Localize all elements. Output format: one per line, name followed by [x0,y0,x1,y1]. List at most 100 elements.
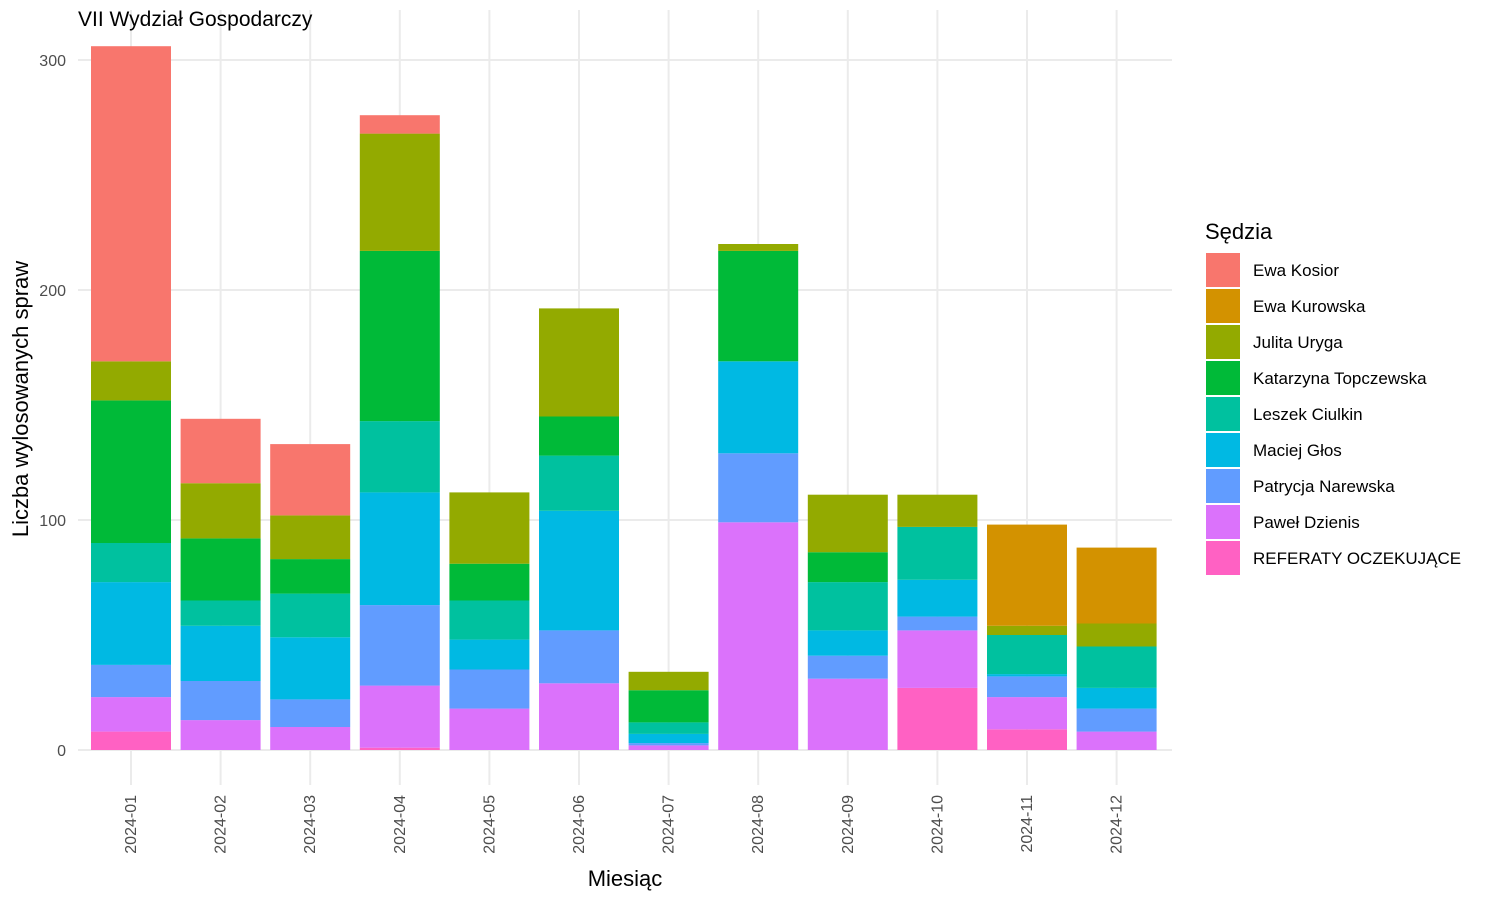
bar-segment-maciej-glos [449,639,530,670]
bar-segment-pawel-dzienis [539,683,619,750]
bar-segment-leszek-ciulkin [539,455,619,511]
bar-segment-julita-uryga [359,133,440,251]
bar-segment-maciej-glos [987,674,1067,677]
bar-segment-julita-uryga [987,625,1067,635]
bar-segment-leszek-ciulkin [628,722,709,734]
legend-key-leszek-ciulkin [1206,397,1240,431]
bar-segment-patrycja-narewska [270,699,351,727]
bar-segment-maciej-glos [897,579,978,617]
bar-segment-pawel-dzienis [449,708,530,750]
bar-segment-referaty-oczekujace [987,729,1067,750]
legend-key-katarzyna-topczewska [1206,361,1240,395]
bar-segment-julita-uryga [539,308,619,417]
bar-segment-leszek-ciulkin [897,526,978,580]
bar-segment-katarzyna-topczewska [539,416,619,456]
bar-segment-referaty-oczekujace [359,747,440,750]
legend-label: Paweł Dzienis [1253,513,1360,532]
y-tick-label: 0 [57,743,66,760]
x-axis-ticks: 2024-01 2024-02 2024-03 2024-04 2024-05 2024-… [123,795,1126,854]
bar-segment-katarzyna-topczewska [270,559,351,594]
bar-segment-katarzyna-topczewska [449,563,530,601]
bar-segment-julita-uryga [180,483,261,539]
bar-segment-referaty-oczekujace [897,687,978,750]
bar-segment-pawel-dzienis [359,685,440,748]
bars [91,46,1157,750]
bar-segment-pawel-dzienis [807,678,888,750]
bar-segment-leszek-ciulkin [91,543,171,583]
bar-segment-leszek-ciulkin [807,582,888,631]
y-axis-title: Liczba wylosowanych spraw [8,261,33,537]
bar-segment-leszek-ciulkin [180,600,261,626]
legend-key-ewa-kosior [1206,253,1240,287]
bar-segment-leszek-ciulkin [1076,646,1157,688]
bar-segment-katarzyna-topczewska [718,250,799,362]
y-tick-label: 200 [39,283,66,300]
bar-segment-katarzyna-topczewska [807,552,888,583]
bar-segment-leszek-ciulkin [987,635,1067,675]
legend: Sędzia Ewa Kosior Ewa Kurowska Julita Uryg… [1205,219,1461,575]
legend-key-julita-uryga [1206,325,1240,359]
bar-segment-maciej-glos [270,637,351,700]
bar-segment-ewa-kosior [91,46,171,362]
bar-segment-ewa-kosior [180,418,261,484]
y-axis-ticks: 0 100 200 300 [39,53,66,760]
bar-segment-patrycja-narewska [628,743,709,746]
bar-segment-katarzyna-topczewska [359,250,440,422]
bar-segment-maciej-glos [359,492,440,606]
bar-segment-julita-uryga [270,515,351,560]
bar-segment-julita-uryga [91,361,171,401]
bar-segment-katarzyna-topczewska [180,538,261,601]
x-tick-label: 2024-08 [750,795,767,854]
bar-segment-patrycja-narewska [539,630,619,684]
bar-segment-referaty-oczekujace [91,731,171,750]
x-tick-label: 2024-09 [840,795,857,854]
legend-label: REFERATY OCZEKUJĄCE [1253,549,1461,568]
bar-segment-patrycja-narewska [897,616,978,631]
bar-segment-patrycja-narewska [807,655,888,679]
x-tick-label: 2024-02 [213,795,230,854]
bar-segment-patrycja-narewska [449,669,530,709]
x-tick-label: 2024-04 [392,795,409,854]
bar-segment-patrycja-narewska [718,453,799,523]
bar-segment-patrycja-narewska [359,605,440,686]
y-tick-label: 300 [39,53,66,70]
legend-label: Katarzyna Topczewska [1253,369,1427,388]
legend-label: Julita Uryga [1253,333,1343,352]
bar-segment-katarzyna-topczewska [91,400,171,543]
bar-segment-pawel-dzienis [628,745,709,750]
legend-label: Maciej Głos [1253,441,1342,460]
x-axis-title: Miesiąc [588,866,663,891]
legend-label: Ewa Kurowska [1253,297,1366,316]
x-tick-label: 2024-03 [302,795,319,854]
bar-segment-maciej-glos [1076,687,1157,709]
legend-key-referaty-oczekujace [1206,541,1240,575]
bar-segment-patrycja-narewska [987,676,1067,698]
bar-segment-ewa-kosior [270,444,351,516]
bar-segment-julita-uryga [449,492,530,564]
bar-segment-ewa-kurowska [987,524,1067,626]
legend-key-patrycja-narewska [1206,469,1240,503]
x-tick-label: 2024-11 [1019,795,1036,853]
bar-segment-patrycja-narewska [180,681,261,721]
legend-label: Leszek Ciulkin [1253,405,1363,424]
bar-segment-ewa-kosior [359,115,440,134]
y-tick-label: 100 [39,513,66,530]
x-tick-label: 2024-06 [571,795,588,854]
chart-title: VII Wydział Gospodarczy [78,8,313,31]
legend-key-pawel-dzienis [1206,505,1240,539]
bar-segment-julita-uryga [807,494,888,553]
bar-segment-pawel-dzienis [1076,731,1157,750]
bar-segment-maciej-glos [718,361,799,454]
x-tick-label: 2024-01 [123,795,140,854]
legend-key-maciej-glos [1206,433,1240,467]
legend-label: Patrycja Narewska [1253,477,1395,496]
bar-segment-maciej-glos [91,582,171,665]
bar-segment-julita-uryga [897,494,978,527]
legend-label: Ewa Kosior [1253,261,1339,280]
bar-segment-julita-uryga [1076,623,1157,647]
bar-segment-katarzyna-topczewska [628,690,709,723]
bar-segment-maciej-glos [628,733,709,744]
bar-segment-leszek-ciulkin [270,593,351,638]
bar-segment-patrycja-narewska [91,664,171,698]
